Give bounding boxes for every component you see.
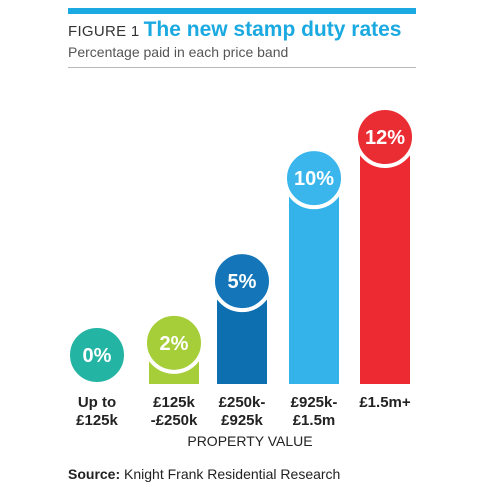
- source-text: Knight Frank Residential Research: [124, 466, 341, 482]
- x-tick-label: £1.5m: [293, 412, 336, 429]
- data-label: 2%: [160, 333, 189, 355]
- chart-title: The new stamp duty rates: [143, 18, 402, 41]
- x-tick-label: £925k-: [291, 394, 338, 411]
- title-divider: [68, 67, 416, 68]
- figure-label: FIGURE 1: [68, 23, 140, 40]
- x-tick-label: £250k-: [219, 394, 266, 411]
- x-tick-label: £125k: [153, 394, 195, 411]
- data-label: 5%: [228, 271, 257, 293]
- value-circle: [211, 250, 273, 313]
- chart-subtitle: Percentage paid in each price band: [68, 44, 289, 60]
- value-circle: [66, 324, 128, 386]
- source-label: Source:: [68, 466, 121, 482]
- x-tick-label: -£250k: [151, 412, 198, 429]
- value-circle: [354, 106, 416, 168]
- title-accent-bar: [68, 8, 416, 14]
- x-tick-label: £125k: [76, 412, 118, 429]
- data-label: 0%: [83, 345, 112, 367]
- bar: [289, 178, 339, 384]
- x-axis-title: PROPERTY VALUE: [187, 433, 313, 449]
- source-note: Source: Knight Frank Residential Researc…: [68, 466, 340, 482]
- value-circle: [143, 311, 205, 374]
- value-circle: [283, 147, 345, 210]
- x-tick-label: £925k: [221, 412, 263, 429]
- figure-title: FIGURE 1 The new stamp duty rates: [68, 18, 401, 42]
- x-tick-label: £1.5m+: [359, 394, 411, 411]
- data-label: 12%: [365, 127, 405, 149]
- data-label: 10%: [294, 168, 334, 190]
- x-tick-label: Up to: [78, 394, 116, 411]
- bar: [360, 137, 410, 384]
